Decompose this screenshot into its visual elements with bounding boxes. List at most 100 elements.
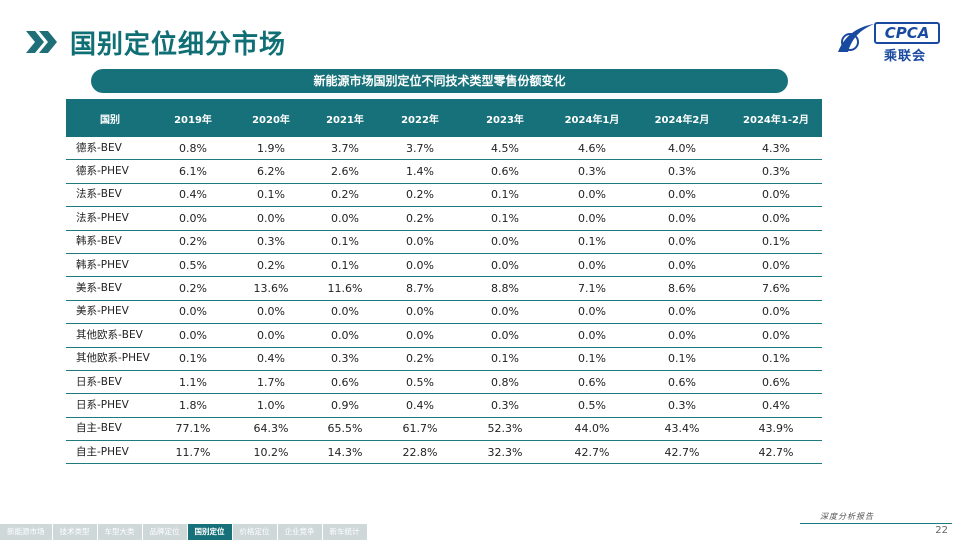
- table-cell: 0.3%: [634, 159, 730, 184]
- nav-tab[interactable]: 车型大类: [97, 524, 142, 540]
- table-row: 韩系-PHEV 0.5% 0.2% 0.1% 0.0% 0.0% 0.0% 0.0% 0.0%: [66, 253, 822, 278]
- column-header: 2024年1月: [550, 99, 634, 137]
- table-cell: 0.1%: [730, 230, 822, 254]
- table-cell: 42.7%: [550, 440, 634, 465]
- footer-tagline: 深度分析报告: [820, 512, 874, 521]
- nav-tab[interactable]: 价格定位: [232, 524, 277, 540]
- table-cell: 0.0%: [634, 206, 730, 231]
- table-cell: 0.3%: [310, 347, 380, 371]
- table-cell: 0.6%: [634, 370, 730, 395]
- table-cell: 0.0%: [550, 206, 634, 231]
- row-label: 自主-BEV: [66, 417, 154, 442]
- table-cell: 42.7%: [634, 440, 730, 465]
- table-cell: 0.0%: [634, 300, 730, 325]
- table-cell: 4.6%: [550, 137, 634, 161]
- table-cell: 43.4%: [634, 417, 730, 442]
- table-row: 美系-PHEV 0.0% 0.0% 0.0% 0.0% 0.0% 0.0% 0.0% 0.0%: [66, 300, 822, 325]
- table-cell: 0.1%: [232, 183, 310, 208]
- table-cell: 13.6%: [232, 276, 310, 301]
- row-label: 自主-PHEV: [66, 440, 154, 465]
- table-cell: 10.2%: [232, 440, 310, 465]
- table-cell: 0.0%: [232, 300, 310, 325]
- table-cell: 0.0%: [550, 300, 634, 325]
- table-cell: 0.0%: [154, 323, 232, 348]
- table-row: 日系-BEV 1.1% 1.7% 0.6% 0.5% 0.8% 0.6% 0.6% 0.6%: [66, 370, 822, 395]
- table-cell: 0.1%: [460, 206, 550, 231]
- column-header: 2022年: [380, 99, 460, 137]
- table-cell: 11.6%: [310, 276, 380, 301]
- table-cell: 0.0%: [380, 300, 460, 325]
- table-cell: 0.2%: [380, 206, 460, 231]
- nav-tab[interactable]: 企业竞争: [277, 524, 322, 540]
- table-cell: 7.1%: [550, 276, 634, 301]
- table-cell: 0.8%: [154, 137, 232, 161]
- table-cell: 61.7%: [380, 417, 460, 442]
- table-cell: 64.3%: [232, 417, 310, 442]
- row-label: 法系-PHEV: [66, 206, 154, 231]
- table-cell: 8.6%: [634, 276, 730, 301]
- table-cell: 0.0%: [634, 230, 730, 254]
- table-cell: 8.8%: [460, 276, 550, 301]
- table-cell: 0.6%: [550, 370, 634, 395]
- row-label: 美系-PHEV: [66, 300, 154, 325]
- table-cell: 0.0%: [380, 253, 460, 278]
- table-row: 德系-BEV 0.8% 1.9% 3.7% 3.7% 4.5% 4.6% 4.0% 4.3%: [66, 137, 822, 161]
- column-header: 2024年2月: [634, 99, 730, 137]
- table-cell: 0.4%: [154, 183, 232, 208]
- table-cell: 14.3%: [310, 440, 380, 465]
- table-cell: 0.0%: [730, 323, 822, 348]
- table-cell: 0.0%: [730, 300, 822, 325]
- table-banner: 新能源市场国别定位不同技术类型零售份额变化: [91, 69, 788, 93]
- page-number: 22: [935, 525, 948, 536]
- table-row: 其他欧系-BEV 0.0% 0.0% 0.0% 0.0% 0.0% 0.0% 0.0% 0.0%: [66, 323, 822, 348]
- nav-tab[interactable]: 国别定位: [187, 524, 232, 540]
- table-cell: 0.2%: [154, 276, 232, 301]
- cpca-logo: CPCA 乘联会: [832, 18, 942, 64]
- row-label: 法系-BEV: [66, 183, 154, 208]
- table-cell: 0.0%: [380, 323, 460, 348]
- table-cell: 0.0%: [460, 253, 550, 278]
- table-cell: 0.0%: [232, 323, 310, 348]
- table-cell: 0.3%: [550, 159, 634, 184]
- table-cell: 44.0%: [550, 417, 634, 442]
- table-row: 法系-PHEV 0.0% 0.0% 0.0% 0.2% 0.1% 0.0% 0.0% 0.0%: [66, 206, 822, 231]
- table-row: 自主-BEV 77.1% 64.3% 65.5% 61.7% 52.3% 44.0% 43.4…: [66, 417, 822, 442]
- nav-tab[interactable]: 品牌定位: [142, 524, 187, 540]
- row-label: 韩系-BEV: [66, 230, 154, 254]
- nav-tab[interactable]: 新能源市场: [0, 524, 52, 540]
- table-cell: 0.4%: [730, 393, 822, 418]
- row-label: 美系-BEV: [66, 276, 154, 301]
- table-cell: 1.1%: [154, 370, 232, 395]
- table-cell: 0.1%: [730, 347, 822, 371]
- column-header: 2019年: [154, 99, 232, 137]
- table-cell: 0.0%: [634, 323, 730, 348]
- table-cell: 0.2%: [154, 230, 232, 254]
- nav-tab[interactable]: 技术类型: [52, 524, 97, 540]
- section-nav: 新能源市场 技术类型 车型大类 品牌定位 国别定位 价格定位 企业竞争 新车统计: [0, 524, 368, 540]
- table-cell: 22.8%: [380, 440, 460, 465]
- row-label: 德系-PHEV: [66, 159, 154, 184]
- table-cell: 0.0%: [460, 323, 550, 348]
- table-cell: 0.0%: [310, 323, 380, 348]
- table-cell: 0.2%: [232, 253, 310, 278]
- table-cell: 0.0%: [460, 230, 550, 254]
- table-cell: 0.9%: [310, 393, 380, 418]
- table-cell: 1.4%: [380, 159, 460, 184]
- logo-cn: 乘联会: [884, 49, 927, 64]
- table-cell: 1.0%: [232, 393, 310, 418]
- table-cell: 0.1%: [460, 347, 550, 371]
- table-row: 德系-PHEV 6.1% 6.2% 2.6% 1.4% 0.6% 0.3% 0.3% 0.3%: [66, 159, 822, 184]
- column-header: 2020年: [232, 99, 310, 137]
- double-chevron-icon: [24, 29, 60, 55]
- table-cell: 0.0%: [310, 300, 380, 325]
- table-cell: 77.1%: [154, 417, 232, 442]
- table-cell: 0.0%: [730, 206, 822, 231]
- table-cell: 3.7%: [310, 137, 380, 161]
- row-label: 其他欧系-PHEV: [66, 347, 154, 371]
- table-cell: 0.0%: [380, 230, 460, 254]
- table-cell: 0.0%: [730, 183, 822, 208]
- nav-tab[interactable]: 新车统计: [322, 524, 367, 540]
- table-cell: 0.3%: [232, 230, 310, 254]
- footer-divider: [800, 523, 952, 524]
- table-cell: 4.5%: [460, 137, 550, 161]
